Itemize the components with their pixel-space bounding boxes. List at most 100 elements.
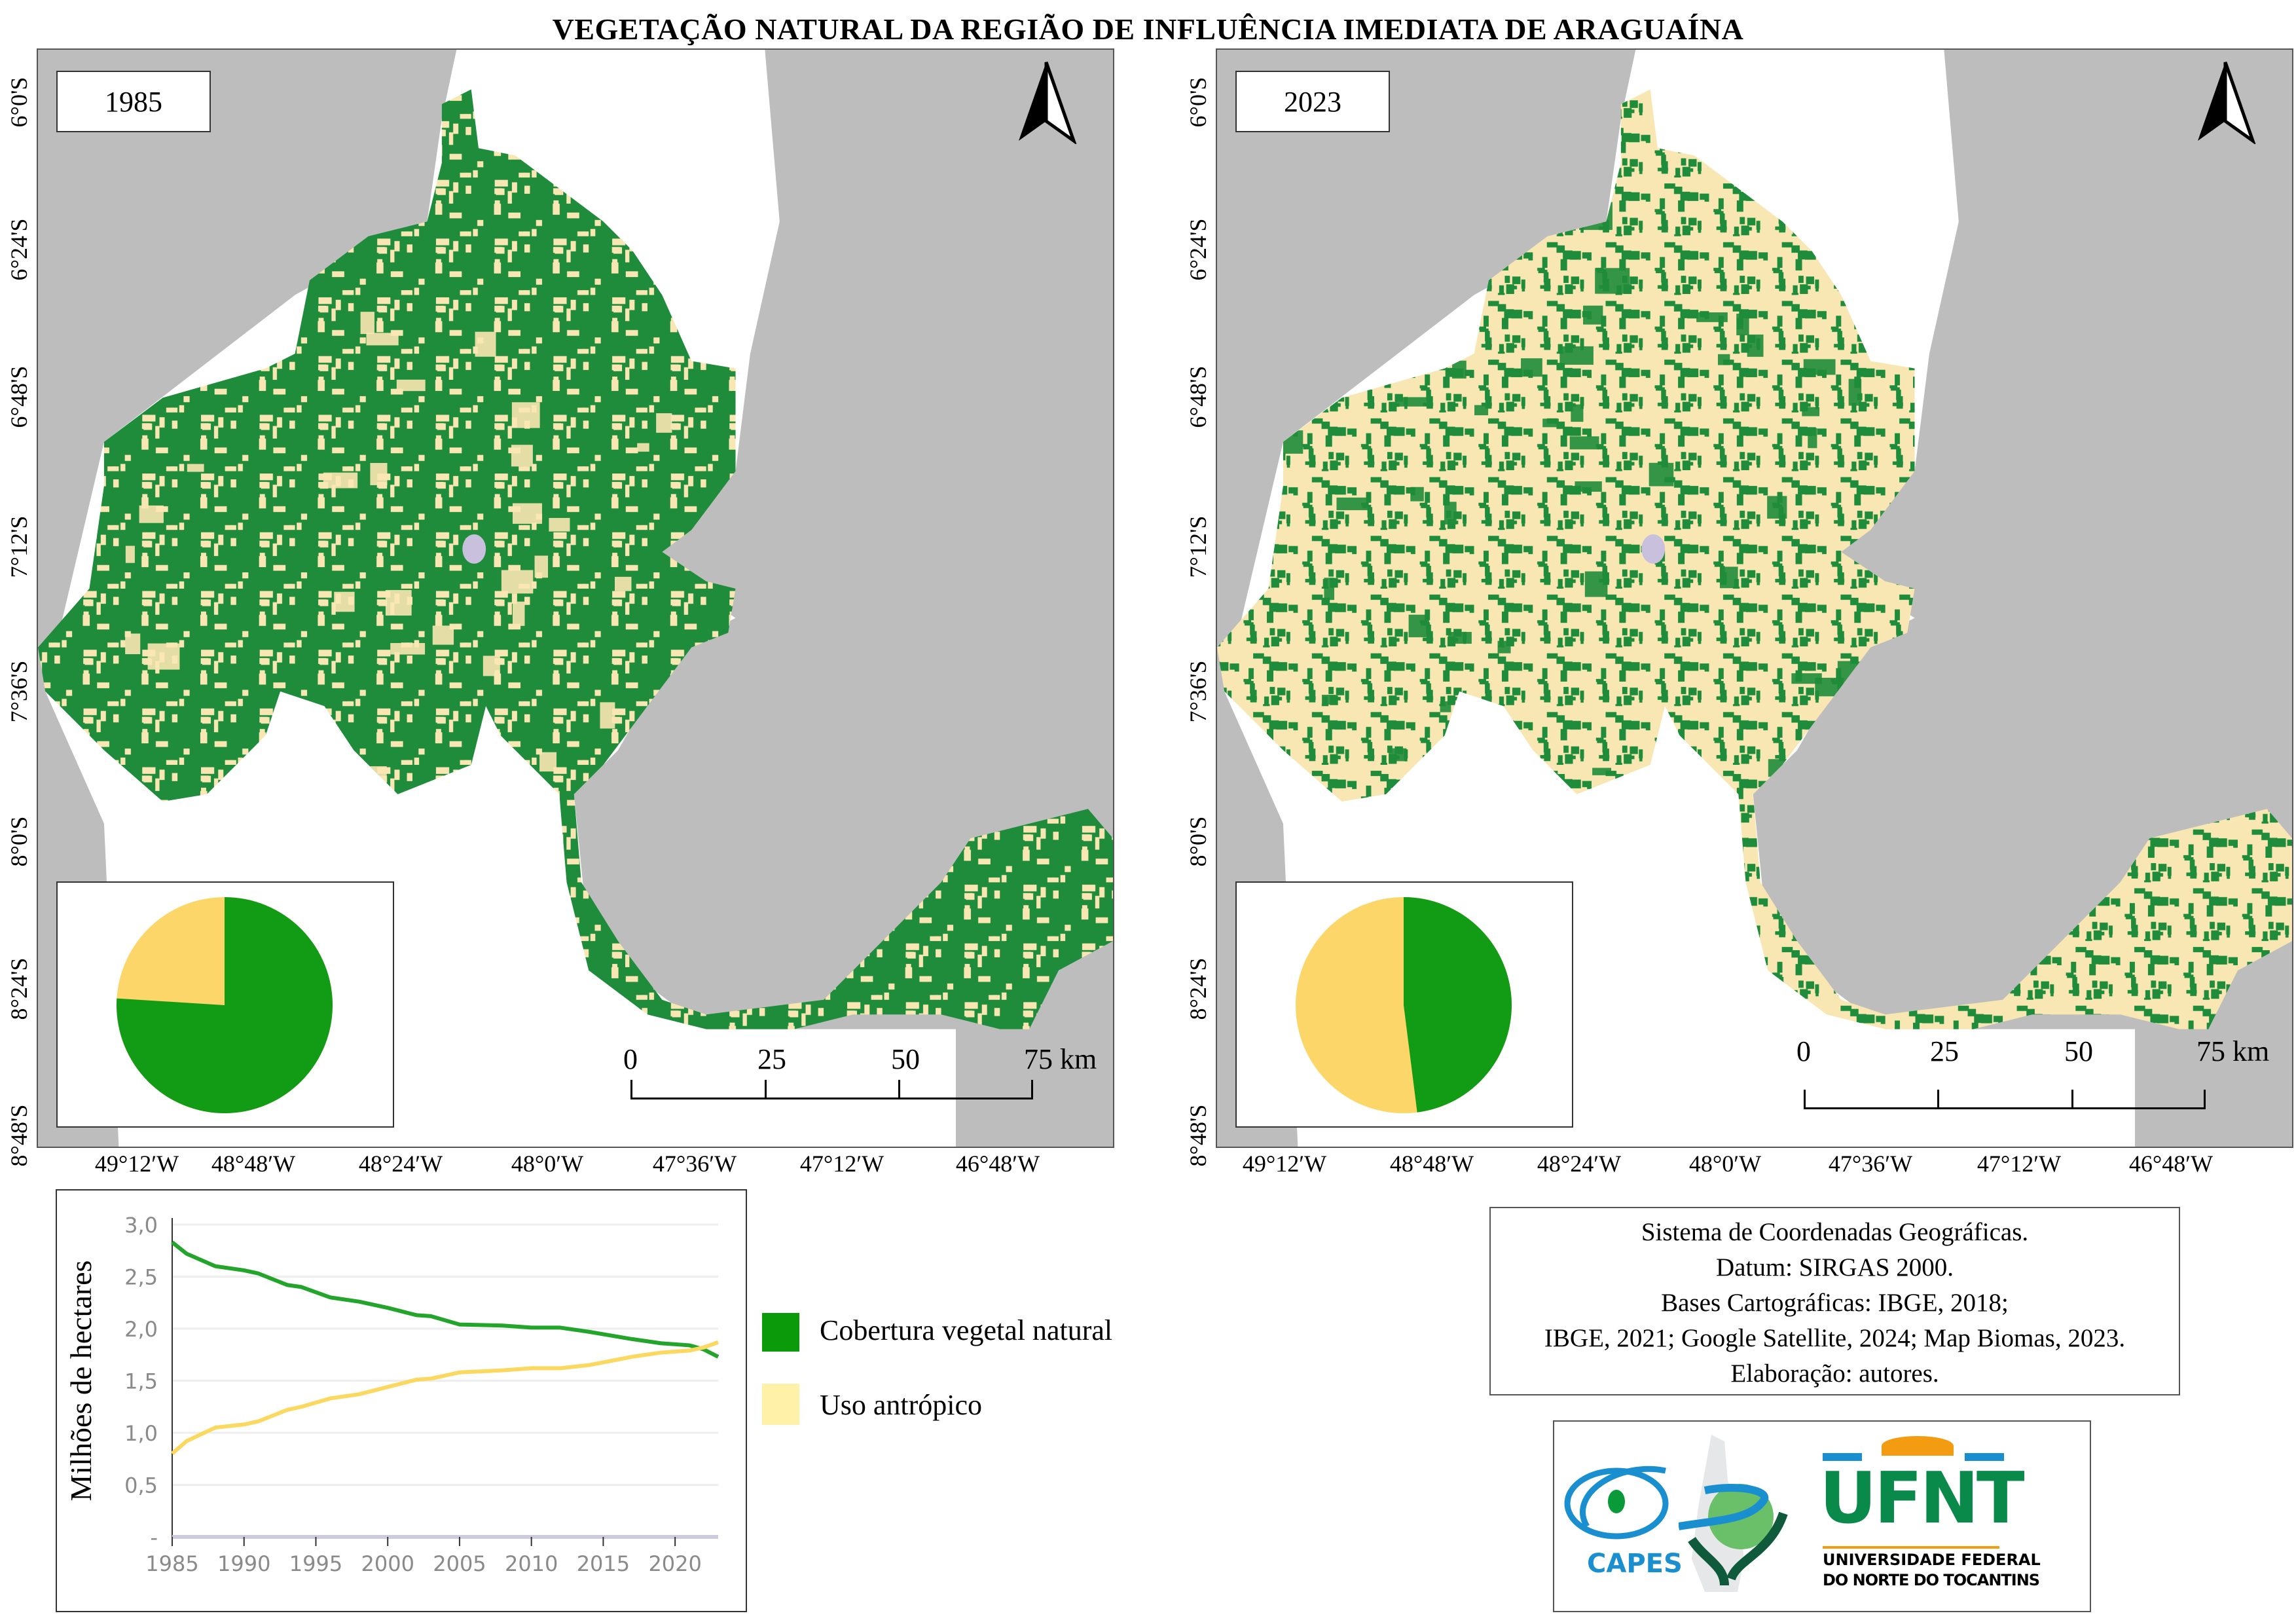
legend-swatch-natural [762,1313,799,1352]
latitude-label: 6°24'S [6,218,32,281]
scale-tick [1804,1090,1806,1109]
year-label: 2023 [1235,71,1390,132]
tocantins-emblem-icon [1679,1435,1788,1592]
scale-bar [1804,1090,2204,1109]
latitude-label: 6°48'S [6,365,32,428]
latitude-label: 8°24'S [1185,957,1211,1020]
latitude-label: 6°24'S [1185,218,1211,281]
longitude-label: 47°36′W [1828,1151,1913,1177]
latitude-label: 7°36'S [6,660,32,723]
legend-label-natural: Cobertura vegetal natural [820,1314,1113,1346]
y-tick-label: 2,0 [124,1317,158,1342]
latitude-label: 6°48'S [1185,365,1211,428]
ufnt-name-line2: DO NORTE DO TOCANTINS [1823,1571,2040,1589]
scale-tick [898,1080,900,1099]
scale-tick [630,1080,632,1099]
logos-box: CAPES UFNT UNIVERSIDADE FEDERAL DO NORTE… [1553,1420,2091,1612]
scale-label: 0 [623,1043,638,1075]
latitude-label: 7°36'S [1185,660,1211,723]
scale-label: 25 [757,1043,786,1075]
ufnt-bar-left [1823,1453,1862,1461]
latitude-label: 7°12'S [1185,515,1211,578]
map-title: VEGETAÇÃO NATURAL DA REGIÃO DE INFLUÊNCI… [552,12,1744,46]
legend-swatch-antropico [762,1384,799,1425]
pie-slice-natural [1404,897,1512,1113]
scale-tick [1031,1080,1033,1099]
latitude-label: 6°0'S [6,77,32,128]
pie-slice-natural [117,897,333,1113]
scale-label: 75 km [1024,1043,1097,1075]
land-cover-map [1217,50,2292,1147]
pie-chart-box [1235,881,1573,1128]
latitude-label: 8°48'S [6,1104,32,1167]
longitude-label: 46°48′W [2128,1151,2214,1177]
latitude-label: 8°24'S [6,957,32,1020]
y-tick-label: 0,5 [124,1473,158,1498]
study-region [38,89,1113,1029]
latitude-label: 8°48'S [1185,1104,1211,1167]
north-arrow-icon [2198,62,2256,144]
x-tick-label: 1995 [289,1551,342,1576]
year-label: 1985 [56,71,211,132]
y-tick-label: 2,5 [124,1265,158,1290]
longitude-label: 46°48′W [955,1151,1040,1177]
y-tick-label: 3,0 [124,1213,158,1238]
longitude-label: 49°12′W [1242,1151,1327,1177]
x-tick-label: 2000 [361,1551,414,1576]
ufnt-divider [1823,1546,1999,1549]
longitude-label: 48°48′W [211,1151,296,1177]
y-axis-label: Milhões de hectares [64,1261,98,1502]
map-2023: 2023 0 25 50 75 km [1216,48,2293,1148]
pie-chart-box [56,881,394,1128]
capes-label: CAPES [1587,1549,1683,1579]
longitude-label: 47°12′W [799,1151,884,1177]
longitude-label: 47°12′W [1977,1151,2062,1177]
scale-tick [765,1080,767,1099]
ufnt-wordmark: UFNT [1819,1458,2025,1540]
longitude-label: 48°0′W [511,1151,584,1177]
scale-tick [1937,1090,1939,1109]
book-icon [1882,1436,1954,1456]
scale-tick [2204,1090,2206,1109]
credits-line: IBGE, 2021; Google Satellite, 2024; Map … [1544,1324,2126,1352]
x-tick-label: 2015 [577,1551,630,1576]
scale-tick [2071,1090,2073,1109]
longitude-label: 49°12′W [94,1151,179,1177]
latitude-label: 6°0'S [1185,77,1211,128]
longitude-label: 48°48′W [1389,1151,1474,1177]
scale-label: 0 [1796,1035,1811,1067]
credits-line: Sistema de Coordenadas Geográficas. [1641,1218,2029,1246]
y-tick-label: 1,5 [124,1369,158,1394]
credits-line: Datum: SIRGAS 2000. [1716,1253,1954,1282]
series-line-natural [171,1240,720,1359]
x-tick-label: 1985 [145,1551,198,1576]
scale-bar [631,1080,1032,1099]
study-region [1217,89,2292,1029]
y-tick-label: 1,0 [124,1421,158,1446]
map-1985: 1985 0 25 50 75 km [37,48,1114,1148]
x-tick-label: 1990 [217,1551,270,1576]
x-tick-label: 2010 [505,1551,558,1576]
scale-label: 75 km [2196,1035,2270,1067]
scale-label: 50 [891,1043,920,1075]
credits-line: Bases Cartográficas: IBGE, 2018; [1661,1289,2009,1317]
ufnt-name-line1: UNIVERSIDADE FEDERAL [1823,1551,2041,1569]
y-tick-label: - [150,1525,158,1550]
x-tick-label: 2005 [433,1551,486,1576]
land-cover-map [38,50,1113,1147]
legend-label-antropico: Uso antrópico [820,1389,983,1421]
latitude-label: 8°0'S [1185,816,1211,867]
ufnt-bar-right [1965,1453,2004,1461]
longitude-label: 48°24′W [358,1151,443,1177]
series-line-antropico [171,1340,720,1456]
area-line-chart: - 0,5 1,0 1,5 2,0 2,5 3,0 1985 1990 1995 2000 2005 2… [56,1189,747,1612]
latitude-label: 7°12'S [6,515,32,578]
latitude-label: 8°0'S [6,816,32,867]
x-tick-label: 2020 [648,1551,701,1576]
capes-logo-icon [1564,1466,1669,1540]
longitude-label: 48°24′W [1537,1151,1622,1177]
credits-line: Elaboração: autores. [1730,1359,1939,1388]
north-arrow-icon [1019,62,1077,144]
longitude-label: 48°0′W [1688,1151,1762,1177]
scale-label: 50 [2064,1035,2093,1067]
